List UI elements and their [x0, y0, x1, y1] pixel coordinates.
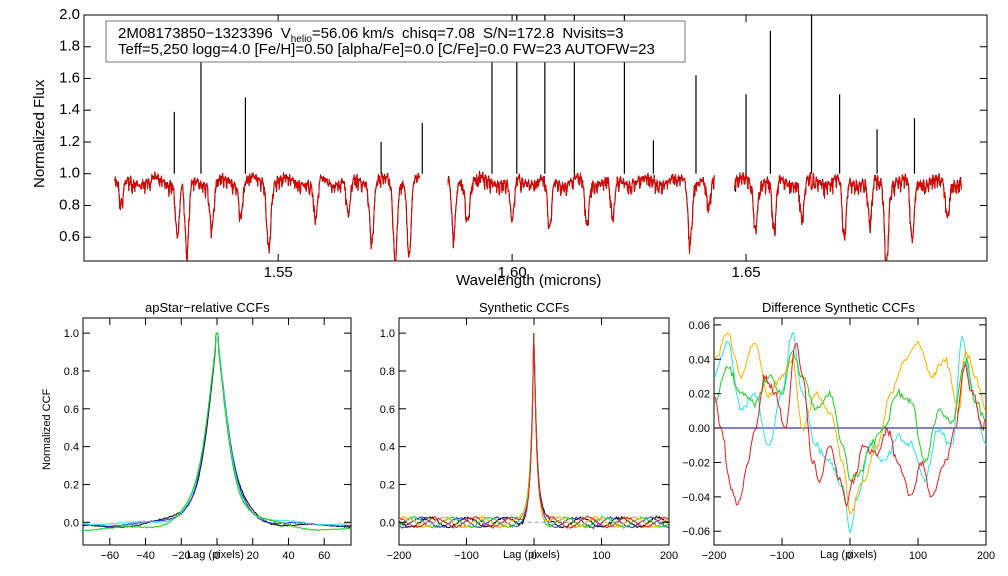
model-spectrum-chip-1	[113, 172, 420, 262]
spectrum-ytick-label: 0.6	[59, 228, 80, 245]
apstar-ccf-line-visit-3	[82, 332, 352, 526]
spectrum-ytick-label: 1.0	[59, 165, 80, 182]
v-label: V	[281, 25, 291, 42]
spectrum-frame	[83, 14, 988, 262]
snr-value: S/N=172.8	[483, 25, 554, 42]
difference-ccf-ytick-label: −0.04	[682, 492, 710, 504]
spectrum-ytick-label: 1.4	[59, 101, 80, 118]
difference-ccf-xtick-label: 0	[847, 550, 853, 562]
model-spectrum-chip-2	[447, 171, 715, 254]
apstar-ccf-ytick-label: 0.4	[64, 442, 79, 454]
synthetic-ccf-xtick-label: −200	[387, 550, 412, 562]
synthetic-ccf-ytick-label: 0.4	[380, 442, 395, 454]
difference-ccf-xtick-label: 100	[909, 550, 927, 562]
v-value: =56.06 km/s	[312, 25, 394, 42]
nvisits-value: Nvisits=3	[562, 25, 623, 42]
apstar-ccf-axes: −60 −40 −20 0 20 40 60 0.0 0.2 0.4 0.6 0.8 1.0	[64, 318, 351, 562]
spectrum-ytick-label: 2.0	[59, 6, 80, 23]
apstar-ccf-ytick-label: 0.6	[64, 404, 79, 416]
header-params: Teff=5,250 logg=4.0 [Fe/H]=0.50 [alpha/F…	[118, 41, 655, 58]
difference-ccf-title: Difference Synthetic CCFs	[762, 300, 915, 315]
synthetic-ccf-axes: −200 −100 0 100 200 0.0 0.2 0.4 0.6 0.8 1.0	[380, 318, 678, 562]
spectrum-plot-area	[113, 15, 962, 262]
apstar-ccf-ytick-label: 0.0	[64, 517, 79, 529]
apstar-ccf-xtick-label: 40	[282, 550, 294, 562]
spectrum-xtick-label: 1.60	[498, 264, 527, 281]
spectrum-axes: 1.55 1.60 1.65 0.6 0.8 1.0 1.2 1.4 1.6 1.8 2.0	[59, 6, 987, 281]
apstar-ccf-plot-area	[82, 332, 352, 532]
difference-ccf-line-visit-2	[713, 332, 987, 515]
synthetic-ccf-ytick-label: 0.8	[380, 366, 395, 378]
apstar-ccf-xtick-label: −20	[172, 550, 191, 562]
apstar-ccf-xtick-label: 20	[247, 550, 259, 562]
difference-ccf-frame	[713, 317, 987, 546]
difference-ccf-plot-area	[713, 331, 987, 535]
difference-ccf-xlabel: Lag (pixels)	[820, 549, 877, 561]
synthetic-ccf-ytick-label: 0.0	[380, 517, 395, 529]
difference-ccf-line-visit-4	[713, 343, 987, 508]
spectrum-panel: 1.55 1.60 1.65 0.6 0.8 1.0 1.2 1.4 1.6 1.8 2.0 2M0…	[31, 6, 988, 289]
difference-ccf-ytick-label: 0.06	[689, 320, 710, 332]
synthetic-ccf-ytick-label: 1.0	[380, 328, 395, 340]
apstar-ccf-xlabel: Lag (pixels)	[187, 549, 244, 561]
synthetic-ccf-xtick-label: −100	[454, 550, 479, 562]
apstar-ccf-title: apStar−relative CCFs	[145, 300, 270, 315]
apstar-ccf-xtick-label: −60	[100, 550, 119, 562]
synthetic-ccf-ytick-label: 0.2	[380, 479, 395, 491]
star-id: 2M08173850−1323396	[118, 25, 273, 42]
difference-ccf-ytick-label: 0.02	[689, 389, 710, 401]
model-spectrum-chip-3	[733, 172, 962, 262]
synthetic-ccf-title: Synthetic CCFs	[479, 300, 570, 315]
spectrum-ytick-label: 1.6	[59, 69, 80, 86]
spectrum-xlabel: Wavelength (microns)	[456, 272, 601, 289]
difference-ccf-xtick-label: −200	[702, 550, 727, 562]
synthetic-ccf-plot-area	[398, 333, 669, 530]
apstar-ccf-panel: apStar−relative CCFs −60 −40 −20 0 20 40 60 0.0…	[41, 300, 352, 562]
chisq-value: chisq=7.08	[402, 25, 475, 42]
synthetic-ccf-line-visit-5	[398, 333, 669, 530]
difference-ccf-xtick-label: −100	[770, 550, 795, 562]
synthetic-ccf-xtick-label: 0	[531, 550, 537, 562]
apstar-ccf-line-visit-1	[82, 332, 352, 529]
apstar-ccf-line-visit-2	[83, 332, 352, 528]
difference-ccf-ytick-label: −0.06	[682, 526, 710, 538]
difference-ccf-panel: Difference Synthetic CCFs −200 −100 0 100 20…	[682, 300, 995, 562]
spectrum-ytick-label: 0.8	[59, 196, 80, 213]
apstar-ccf-xtick-label: 60	[318, 550, 330, 562]
apstar-ccf-line-visit-4	[82, 332, 352, 532]
apstar-ccf-ytick-label: 1.0	[64, 328, 79, 340]
difference-ccf-line-visit-1	[713, 331, 987, 535]
difference-ccf-ytick-label: 0.04	[689, 354, 710, 366]
spectrum-xtick-label: 1.65	[731, 264, 760, 281]
apstar-ccf-frame	[82, 317, 352, 546]
apstar-ccf-ytick-label: 0.8	[64, 366, 79, 378]
apstar-ccf-ytick-label: 0.2	[64, 479, 79, 491]
v-subscript: helio	[291, 34, 313, 45]
apstar-ccf-xtick-label: 0	[214, 550, 220, 562]
header-line-1: 2M08173850−1323396 Vhelio=56.06 km/s chisq…	[118, 25, 624, 45]
synthetic-ccf-xtick-label: 100	[592, 550, 610, 562]
synthetic-ccf-xtick-label: 200	[660, 550, 678, 562]
difference-ccf-ytick-label: −0.02	[682, 457, 710, 469]
synthetic-ccf-panel: Synthetic CCFs −200 −100 0 100 200 0.0 0.2 0.4 0…	[380, 300, 678, 562]
spectrum-xtick-label: 1.55	[264, 264, 293, 281]
spectrum-ytick-label: 1.8	[59, 38, 80, 55]
difference-ccf-axes: −200 −100 0 100 200 −0.06 −0.04 −0.02 0.00 0.02 0.…	[682, 318, 995, 562]
apstar-ccf-xtick-label: −40	[136, 550, 155, 562]
header-box	[105, 20, 686, 63]
apstar-ccf-ylabel: Normalized CCF	[41, 388, 53, 470]
synthetic-ccf-xlabel: Lag (pixels)	[503, 549, 560, 561]
difference-ccf-xtick-label: 200	[977, 550, 995, 562]
spectrum-ylabel: Normalized Flux	[31, 79, 48, 188]
difference-ccf-ytick-label: 0.00	[689, 423, 710, 435]
difference-ccf-line-visit-3	[713, 350, 987, 482]
spectrum-ytick-label: 1.2	[59, 133, 80, 150]
synthetic-ccf-ytick-label: 0.6	[380, 404, 395, 416]
